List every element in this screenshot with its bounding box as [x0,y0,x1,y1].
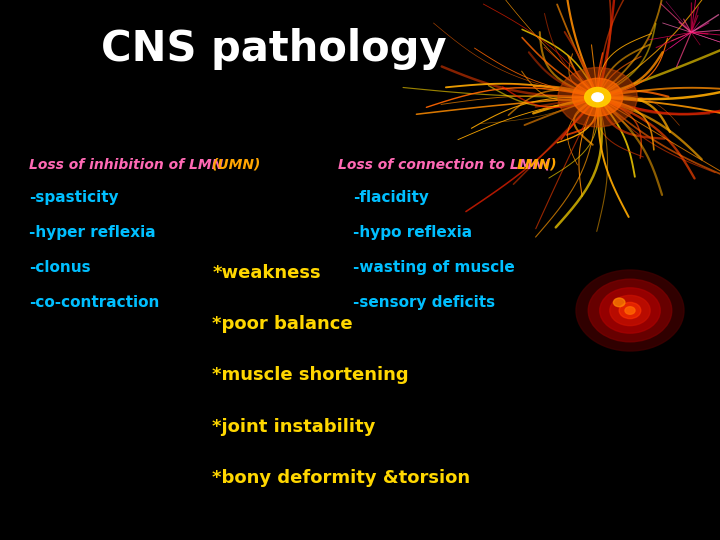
Text: LMN): LMN) [517,158,557,172]
Text: Loss of connection to LMN(: Loss of connection to LMN( [338,158,551,172]
Text: -sensory deficits: -sensory deficits [353,295,495,310]
Circle shape [592,93,603,102]
Text: -spasticity: -spasticity [29,190,118,205]
Text: -hypo reflexia: -hypo reflexia [353,225,472,240]
Text: (UMN): (UMN) [212,158,262,172]
Text: -clonus: -clonus [29,260,91,275]
Circle shape [610,295,650,326]
Text: Loss of inhibition of LMN: Loss of inhibition of LMN [29,158,228,172]
Circle shape [619,302,641,319]
Text: -hyper reflexia: -hyper reflexia [29,225,156,240]
Circle shape [576,270,684,351]
Text: -flacidity: -flacidity [353,190,428,205]
Text: CNS pathology: CNS pathology [101,28,446,70]
Text: *joint instability: *joint instability [212,417,376,436]
Text: *weakness: *weakness [212,264,321,282]
Circle shape [625,307,635,314]
Circle shape [572,78,623,116]
Text: *bony deformity &torsion: *bony deformity &torsion [212,469,471,487]
Circle shape [588,279,672,342]
Circle shape [600,288,660,333]
Text: *muscle shortening: *muscle shortening [212,366,409,384]
Text: -co-contraction: -co-contraction [29,295,159,310]
Circle shape [558,68,637,127]
Text: *poor balance: *poor balance [212,315,353,333]
Circle shape [613,298,625,307]
Circle shape [585,87,611,107]
Text: -wasting of muscle: -wasting of muscle [353,260,515,275]
